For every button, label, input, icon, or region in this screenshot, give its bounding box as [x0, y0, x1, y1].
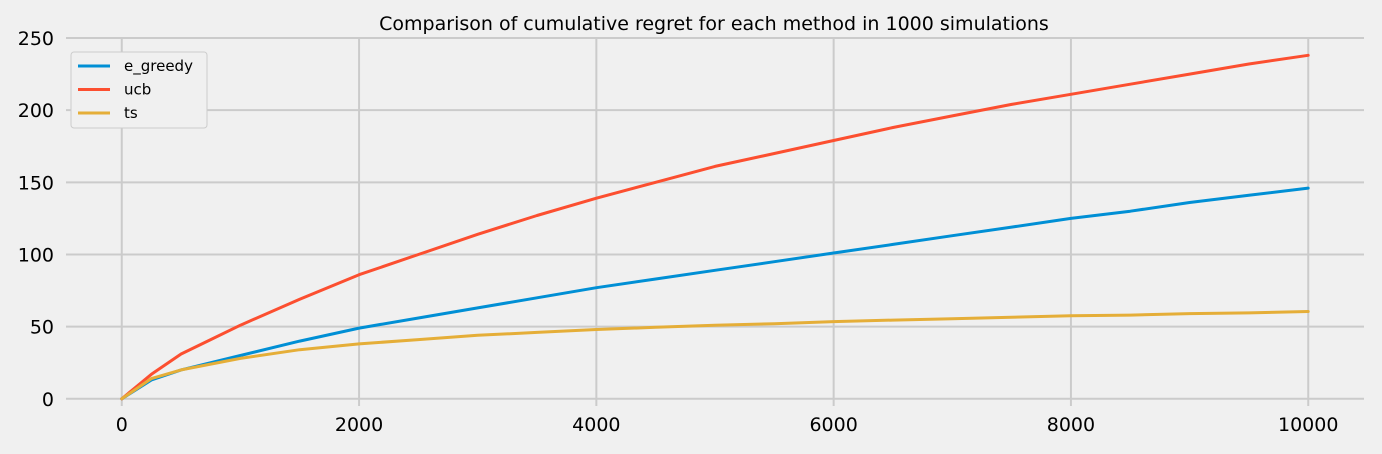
y-tick-label: 250 — [18, 28, 54, 50]
grid — [66, 37, 1364, 406]
y-tick-label: 100 — [18, 244, 54, 266]
series-line-ucb — [120, 53, 1310, 401]
x-tick-label: 0 — [116, 414, 128, 436]
series-line-ts — [120, 310, 1310, 401]
x-tick-label: 10000 — [1278, 414, 1338, 436]
y-tick-label: 200 — [18, 100, 54, 122]
legend-label: ucb — [124, 81, 151, 99]
x-tick-label: 6000 — [809, 414, 857, 436]
chart-title: Comparison of cumulative regret for each… — [379, 13, 1049, 35]
y-tick-label: 150 — [18, 172, 54, 194]
y-tick-label: 50 — [30, 317, 54, 339]
tick-labels: 0 2000 4000 6000 8000 10000 0 50 100 150 200 250 — [18, 28, 1339, 436]
x-tick-label: 2000 — [335, 414, 383, 436]
legend-box — [70, 51, 208, 129]
legend-label: e_greedy — [124, 57, 193, 76]
y-tick-label: 0 — [42, 389, 54, 411]
x-tick-label: 4000 — [572, 414, 620, 436]
legend-label: ts — [124, 104, 138, 122]
series-lines — [120, 53, 1310, 401]
x-tick-label: 8000 — [1047, 414, 1095, 436]
series-line-e-greedy — [120, 186, 1310, 401]
